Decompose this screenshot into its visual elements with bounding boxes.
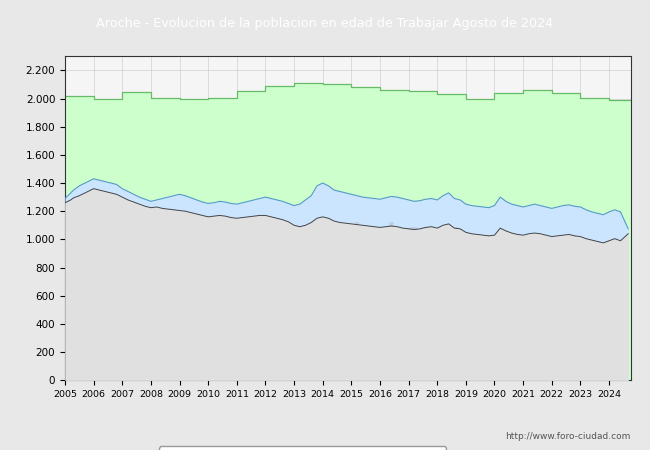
Text: foro-ciudad.com: foro-ciudad.com	[233, 222, 462, 247]
Text: http://www.foro-ciudad.com: http://www.foro-ciudad.com	[505, 432, 630, 441]
Text: Aroche - Evolucion de la poblacion en edad de Trabajar Agosto de 2024: Aroche - Evolucion de la poblacion en ed…	[96, 17, 554, 30]
Legend: Ocupados, Parados, Hab. entre 16-64: Ocupados, Parados, Hab. entre 16-64	[159, 446, 447, 450]
